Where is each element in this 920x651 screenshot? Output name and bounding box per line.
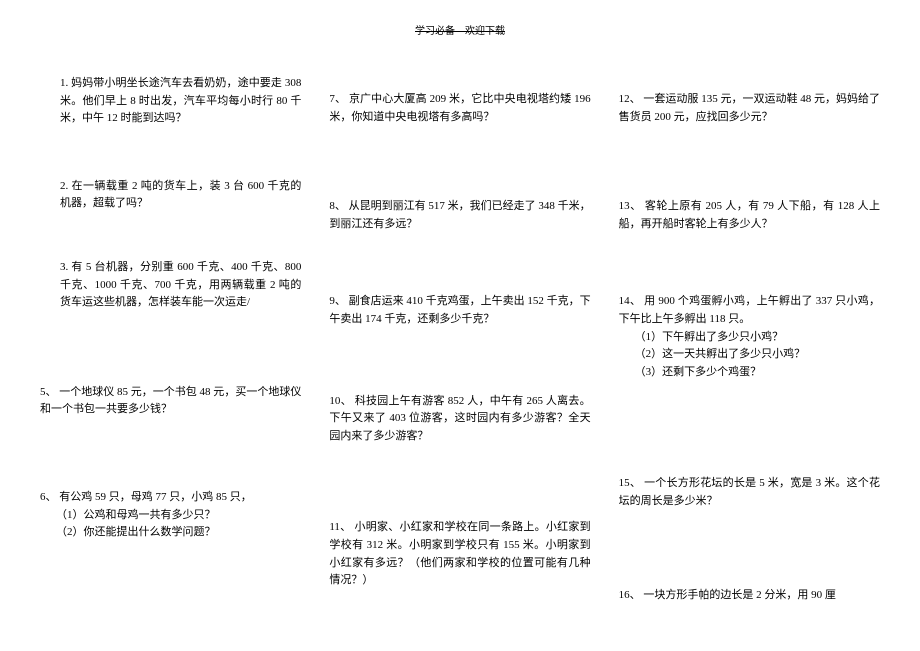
problem-number: 5、 — [40, 386, 59, 398]
problem-text: 一套运动服 135 元，一双运动鞋 48 元，妈妈给了售货员 200 元，应找回… — [619, 93, 880, 123]
problem: 12、 一套运动服 135 元，一双运动鞋 48 元，妈妈给了售货员 200 元… — [619, 91, 880, 126]
problem-text: 妈妈带小明坐长途汽车去看奶奶，途中要走 308 米。他们早上 8 时出发，汽车平… — [60, 77, 301, 124]
problem-subitem: （2）这一天共孵出了多少只小鸡？ — [619, 346, 880, 364]
content-area: 1. 妈妈带小明坐长途汽车去看奶奶，途中要走 308 米。他们早上 8 时出发，… — [0, 45, 920, 642]
problem-subitem: （1）公鸡和母鸡一共有多少只？ — [40, 507, 301, 525]
problem: 10、 科技园上午有游客 852 人，中午有 265 人离去。下午又来了 403… — [329, 393, 590, 446]
problem-text: 一块方形手帕的边长是 2 分米，用 90 厘 — [643, 589, 836, 601]
problem-text: 科技园上午有游客 852 人，中午有 265 人离去。下午又来了 403 位游客… — [329, 395, 590, 442]
problem: 11、 小明家、小红家和学校在同一条路上。小红家到学校有 312 米。小明家到学… — [329, 519, 590, 589]
problem-text: 一个长方形花坛的长是 5 米，宽是 3 米。这个花坛的周长是多少米？ — [619, 477, 880, 507]
problem-number: 16、 — [619, 589, 644, 601]
problem-number: 1. — [60, 77, 71, 89]
problem-number: 14、 — [619, 295, 644, 307]
problem-text: 客轮上原有 205 人，有 79 人下船，有 128 人上船，再开船时客轮上有多… — [619, 200, 880, 230]
problem-text: 小明家、小红家和学校在同一条路上。小红家到学校有 312 米。小明家到学校只有 … — [329, 521, 590, 586]
column-3: 12、 一套运动服 135 元，一双运动鞋 48 元，妈妈给了售货员 200 元… — [619, 45, 880, 642]
problem: 7、 京广中心大厦高 209 米，它比中央电视塔约矮 196 米，你知道中央电视… — [329, 91, 590, 126]
problem: 15、 一个长方形花坛的长是 5 米，宽是 3 米。这个花坛的周长是多少米？ — [619, 475, 880, 510]
problem-text: 从昆明到丽江有 517 米，我们已经走了 348 千米，到丽江还有多远？ — [329, 200, 590, 230]
problem: 2. 在一辆载重 2 吨的货车上，装 3 台 600 千克的机器，超载了吗？ — [40, 178, 301, 213]
problem-number: 7、 — [329, 93, 349, 105]
problem-text: 一个地球仪 85 元，一个书包 48 元，买一个地球仪和一个书包一共要多少钱？ — [40, 386, 301, 416]
problem: 8、 从昆明到丽江有 517 米，我们已经走了 348 千米，到丽江还有多远？ — [329, 198, 590, 233]
problem-subitem: （3）还剩下多少个鸡蛋？ — [619, 364, 880, 382]
problem-number: 11、 — [329, 521, 354, 533]
problem-number: 9、 — [329, 295, 348, 307]
column-1: 1. 妈妈带小明坐长途汽车去看奶奶，途中要走 308 米。他们早上 8 时出发，… — [40, 45, 301, 642]
problem-text: 有公鸡 59 只，母鸡 77 只，小鸡 85 只， — [59, 491, 252, 503]
problem: 16、 一块方形手帕的边长是 2 分米，用 90 厘 — [619, 587, 880, 605]
problem-text: 有 5 台机器，分别重 600 千克、400 千克、800 千克、1000 千克… — [60, 261, 301, 308]
page-header: 学习必备---欢迎下载 — [0, 0, 920, 45]
problem-text: 用 900 个鸡蛋孵小鸡，上午孵出了 337 只小鸡，下午比上午多孵出 118 … — [619, 295, 880, 325]
problem-text: 在一辆载重 2 吨的货车上，装 3 台 600 千克的机器，超载了吗？ — [60, 180, 301, 210]
problem: 6、 有公鸡 59 只，母鸡 77 只，小鸡 85 只， （1）公鸡和母鸡一共有多… — [40, 489, 301, 542]
problem-text: 京广中心大厦高 209 米，它比中央电视塔约矮 196 米，你知道中央电视塔有多… — [329, 93, 590, 123]
column-2: 7、 京广中心大厦高 209 米，它比中央电视塔约矮 196 米，你知道中央电视… — [329, 45, 590, 642]
problem-number: 8、 — [329, 200, 348, 212]
problem-number: 15、 — [619, 477, 644, 489]
problem-number: 2. — [60, 180, 71, 192]
problem-number: 12、 — [619, 93, 644, 105]
problem: 5、 一个地球仪 85 元，一个书包 48 元，买一个地球仪和一个书包一共要多少… — [40, 384, 301, 419]
problem-subitem: （2）你还能提出什么数学问题？ — [40, 524, 301, 542]
problem: 13、 客轮上原有 205 人，有 79 人下船，有 128 人上船，再开船时客… — [619, 198, 880, 233]
problem-number: 10、 — [329, 395, 354, 407]
problem-text: 副食店运来 410 千克鸡蛋，上午卖出 152 千克，下午卖出 174 千克，还… — [329, 295, 590, 325]
problem: 9、 副食店运来 410 千克鸡蛋，上午卖出 152 千克，下午卖出 174 千… — [329, 293, 590, 328]
problem-number: 6、 — [40, 491, 59, 503]
problem: 1. 妈妈带小明坐长途汽车去看奶奶，途中要走 308 米。他们早上 8 时出发，… — [40, 75, 301, 128]
problem-number: 3. — [60, 261, 71, 273]
problem: 14、 用 900 个鸡蛋孵小鸡，上午孵出了 337 只小鸡，下午比上午多孵出 … — [619, 293, 880, 381]
problem-subitem: （1）下午孵出了多少只小鸡？ — [619, 329, 880, 347]
problem: 3. 有 5 台机器，分别重 600 千克、400 千克、800 千克、1000… — [40, 259, 301, 312]
problem-number: 13、 — [619, 200, 645, 212]
